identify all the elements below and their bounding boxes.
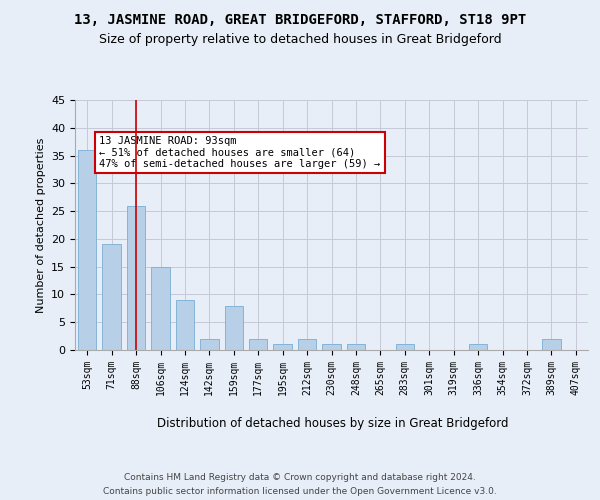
Text: Contains HM Land Registry data © Crown copyright and database right 2024.: Contains HM Land Registry data © Crown c… — [124, 472, 476, 482]
Bar — [347, 344, 365, 350]
Text: Contains public sector information licensed under the Open Government Licence v3: Contains public sector information licen… — [103, 488, 497, 496]
Text: 13 JASMINE ROAD: 93sqm
← 51% of detached houses are smaller (64)
47% of semi-det: 13 JASMINE ROAD: 93sqm ← 51% of detached… — [100, 136, 380, 170]
Bar — [224, 306, 243, 350]
Bar — [469, 344, 487, 350]
Bar — [176, 300, 194, 350]
Bar — [249, 339, 268, 350]
Text: Size of property relative to detached houses in Great Bridgeford: Size of property relative to detached ho… — [98, 32, 502, 46]
Bar — [151, 266, 170, 350]
Text: Distribution of detached houses by size in Great Bridgeford: Distribution of detached houses by size … — [157, 418, 509, 430]
Bar — [78, 150, 97, 350]
Y-axis label: Number of detached properties: Number of detached properties — [35, 138, 46, 312]
Bar — [395, 344, 414, 350]
Bar — [542, 339, 560, 350]
Bar — [298, 339, 316, 350]
Bar — [127, 206, 145, 350]
Bar — [200, 339, 218, 350]
Bar — [103, 244, 121, 350]
Text: 13, JASMINE ROAD, GREAT BRIDGEFORD, STAFFORD, ST18 9PT: 13, JASMINE ROAD, GREAT BRIDGEFORD, STAF… — [74, 12, 526, 26]
Bar — [274, 344, 292, 350]
Bar — [322, 344, 341, 350]
